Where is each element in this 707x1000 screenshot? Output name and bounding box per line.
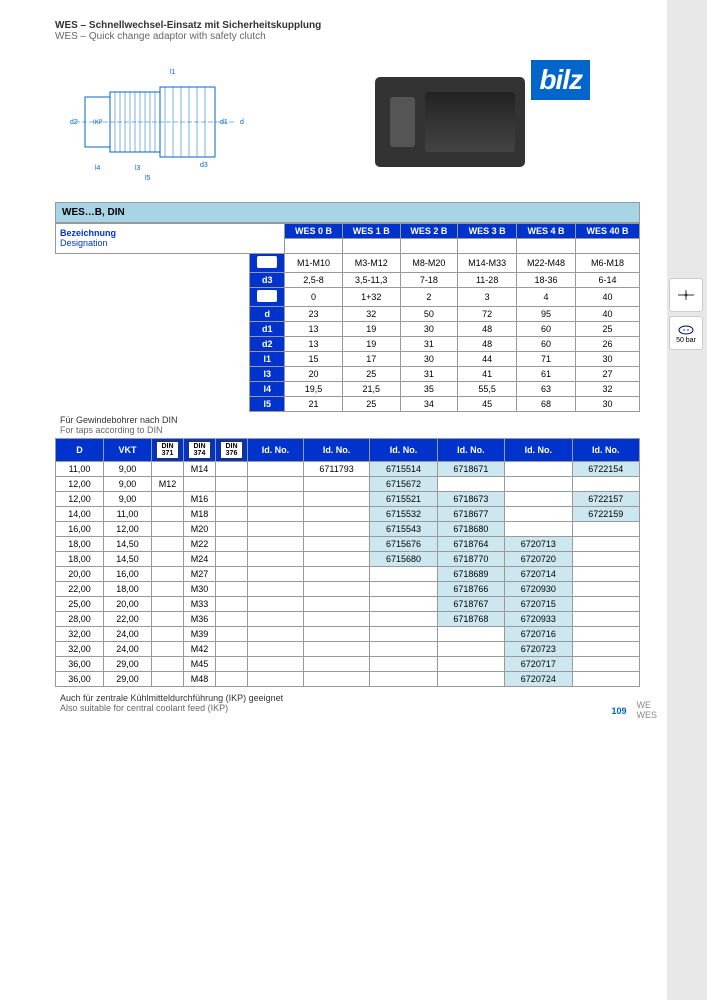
svg-text:d2: d2 — [70, 119, 78, 126]
svg-text:l3: l3 — [135, 165, 141, 172]
din-note: Für Gewindebohrer nach DIN For taps acco… — [55, 412, 640, 438]
product-photo — [375, 77, 525, 167]
technical-diagram: d2 IKP d1 d l1 l4 l3 l5 d3 — [55, 62, 255, 182]
title-de: WES – Schnellwechsel-Einsatz mit Sicherh… — [55, 20, 640, 31]
svg-text:d1: d1 — [220, 119, 228, 126]
ikp-note: Auch für zentrale Kühlmitteldurchführung… — [55, 690, 640, 716]
svg-text:IKP: IKP — [93, 120, 103, 126]
svg-text:d: d — [240, 119, 244, 126]
logo: bilz — [531, 60, 590, 100]
spec-table: Bezeichnung Designation WES 0 BWES 1 BWE… — [55, 223, 640, 412]
svg-text:l5: l5 — [145, 175, 151, 182]
svg-text:d3: d3 — [200, 162, 208, 169]
coolant-icon — [669, 278, 703, 312]
svg-text:l1: l1 — [170, 69, 176, 76]
pressure-icon: 50 bar — [669, 316, 703, 350]
section-title: WES…B, DIN — [55, 202, 640, 223]
svg-text:l4: l4 — [95, 165, 101, 172]
title-en: WES – Quick change adaptor with safety c… — [55, 31, 640, 42]
page-footer: 109 WEWES — [611, 701, 657, 721]
id-table: D VKT DIN 371 DIN 374 DIN 376 Id. No. Id… — [55, 438, 640, 687]
page-header: WES – Schnellwechsel-Einsatz mit Sicherh… — [55, 20, 640, 42]
